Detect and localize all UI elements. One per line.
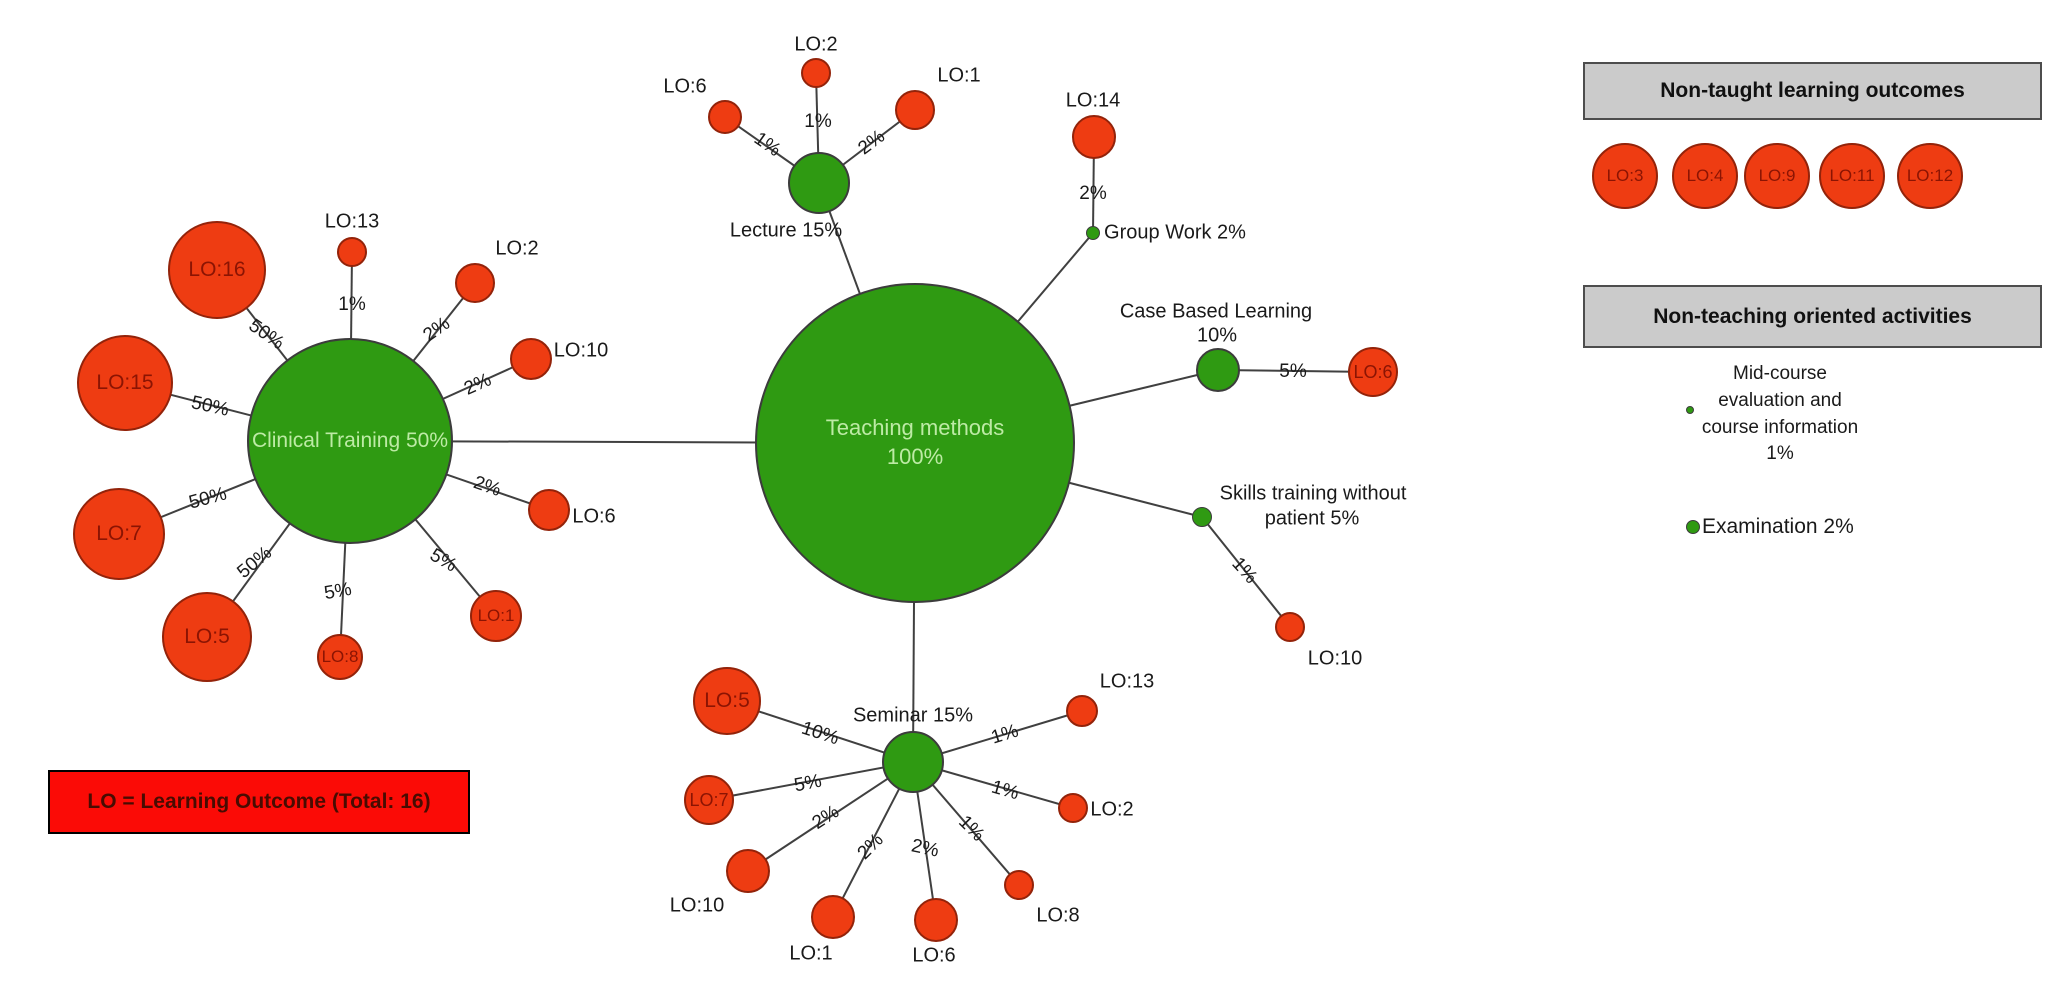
seminar-lo7-node: LO:7 bbox=[684, 775, 734, 825]
seminar-lo7-label: LO:7 bbox=[689, 789, 729, 810]
seminar-lo5-label: LO:5 bbox=[704, 688, 750, 712]
clinical-lo15-node: LO:15 bbox=[77, 335, 173, 431]
non-teaching-title-box: Non-teaching oriented activities bbox=[1583, 285, 2042, 348]
clinical-lo7-label: LO:7 bbox=[96, 521, 142, 545]
clinical-lo13-node bbox=[337, 237, 367, 267]
skills-training-label-line2: patient 5% bbox=[1264, 507, 1360, 530]
group-work-lo14-label: LO:14 bbox=[1065, 89, 1121, 112]
non-taught-lo9-label: LO:9 bbox=[1758, 166, 1796, 186]
connector bbox=[1217, 369, 1374, 373]
seminar-lo6-node bbox=[914, 898, 958, 942]
seminar-node bbox=[882, 731, 944, 793]
case-based-learning-label-line1: Case Based Learning bbox=[1119, 300, 1313, 323]
non-taught-lo9-node: LO:9 bbox=[1744, 143, 1810, 209]
group-work-lo14-pct: 2% bbox=[1079, 183, 1107, 204]
mid-course-label-line1: Mid-course bbox=[1733, 363, 1827, 384]
group-work-lo14-node bbox=[1072, 115, 1116, 159]
clinical-training-label: Clinical Training 50% bbox=[251, 429, 449, 453]
mid-course-node bbox=[1686, 406, 1694, 414]
clinical-lo2-node bbox=[455, 263, 495, 303]
clinical-lo15-label: LO:15 bbox=[96, 370, 154, 394]
non-teaching-title: Non-teaching oriented activities bbox=[1653, 304, 1972, 328]
legend-label: LO = Learning Outcome (Total: 16) bbox=[87, 790, 431, 813]
lecture-lo1-label: LO:1 bbox=[937, 64, 981, 87]
connector bbox=[708, 761, 914, 801]
non-taught-lo12-node: LO:12 bbox=[1897, 143, 1963, 209]
clinical-lo5-label: LO:5 bbox=[184, 624, 230, 648]
clinical-lo6-node bbox=[528, 489, 570, 531]
clinical-lo8-node: LO:8 bbox=[317, 634, 363, 680]
mid-course-label-pct: 1% bbox=[1766, 443, 1794, 464]
non-taught-lo12-label: LO:12 bbox=[1906, 166, 1954, 186]
clinical-lo16-node: LO:16 bbox=[168, 221, 266, 319]
lecture-lo6-label: LO:6 bbox=[663, 75, 707, 98]
lecture-lo1-node bbox=[895, 90, 935, 130]
non-taught-lo3-node: LO:3 bbox=[1592, 143, 1658, 209]
clinical-training-node: Clinical Training 50% bbox=[247, 338, 453, 544]
teaching-methods-node: Teaching methods 100% bbox=[755, 283, 1075, 603]
seminar-lo1-label: LO:1 bbox=[789, 942, 833, 965]
seminar-lo10-label: LO:10 bbox=[669, 894, 725, 917]
seminar-lo6-label: LO:6 bbox=[912, 944, 956, 967]
lecture-lo6-node bbox=[708, 100, 742, 134]
clinical-lo8-pct: 5% bbox=[322, 578, 354, 605]
teaching-methods-label-line2: 100% bbox=[886, 444, 944, 469]
non-taught-title: Non-taught learning outcomes bbox=[1660, 79, 1965, 102]
seminar-lo8-label: LO:8 bbox=[1036, 904, 1080, 927]
clinical-lo10-node bbox=[510, 338, 552, 380]
seminar-lo8-node bbox=[1004, 870, 1034, 900]
connector bbox=[1201, 516, 1291, 628]
group-work-label: Group Work 2% bbox=[1104, 221, 1246, 244]
skills-lo10-node bbox=[1275, 612, 1305, 642]
seminar-label: Seminar 15% bbox=[852, 704, 974, 727]
clinical-lo1-label: LO:1 bbox=[477, 606, 515, 626]
clinical-lo16-label: LO:16 bbox=[188, 257, 246, 281]
examination-node bbox=[1686, 520, 1700, 534]
non-taught-lo11-label: LO:11 bbox=[1829, 166, 1875, 186]
group-work-node bbox=[1086, 226, 1100, 240]
non-taught-lo11-node: LO:11 bbox=[1819, 143, 1885, 209]
clinical-lo7-node: LO:7 bbox=[73, 488, 165, 580]
clinical-lo8-label: LO:8 bbox=[321, 647, 359, 667]
case-based-lo6-node: LO:6 bbox=[1348, 347, 1398, 397]
legend-box: LO = Learning Outcome (Total: 16) bbox=[48, 770, 470, 834]
skills-training-node bbox=[1192, 507, 1212, 527]
non-taught-title-box: Non-taught learning outcomes bbox=[1583, 62, 2042, 120]
seminar-lo13-node bbox=[1066, 695, 1098, 727]
connector bbox=[747, 761, 914, 872]
seminar-lo10-node bbox=[726, 849, 770, 893]
non-taught-lo4-label: LO:4 bbox=[1686, 166, 1724, 186]
clinical-lo6-label: LO:6 bbox=[572, 505, 616, 528]
lecture-node bbox=[788, 152, 850, 214]
clinical-lo13-label: LO:13 bbox=[324, 210, 380, 233]
seminar-lo5-node: LO:5 bbox=[693, 667, 761, 735]
clinical-lo1-node: LO:1 bbox=[470, 590, 522, 642]
seminar-lo2-label: LO:2 bbox=[1090, 798, 1134, 821]
seminar-lo13-label: LO:13 bbox=[1099, 670, 1155, 693]
mid-course-label-line3: course information bbox=[1701, 417, 1859, 438]
teaching-methods-label: Teaching methods 100% bbox=[826, 414, 1005, 471]
seminar-lo1-node bbox=[811, 895, 855, 939]
non-taught-lo3-label: LO:3 bbox=[1606, 166, 1644, 186]
skills-training-label-line1: Skills training without bbox=[1219, 482, 1407, 505]
clinical-lo5-node: LO:5 bbox=[162, 592, 252, 682]
lecture-lo2-node bbox=[801, 58, 831, 88]
case-based-learning-node bbox=[1196, 348, 1240, 392]
lecture-label: Lecture 15% bbox=[729, 219, 843, 242]
examination-label: Examination 2% bbox=[1702, 515, 1854, 538]
seminar-lo2-node bbox=[1058, 793, 1088, 823]
case-based-learning-label-line2: 10% bbox=[1196, 324, 1238, 347]
mid-course-label-line2: evaluation and bbox=[1718, 390, 1842, 411]
lecture-lo2-label: LO:2 bbox=[794, 33, 838, 56]
clinical-lo10-label: LO:10 bbox=[553, 339, 609, 362]
case-based-lo6-label: LO:6 bbox=[1353, 361, 1393, 382]
non-taught-lo4-node: LO:4 bbox=[1672, 143, 1738, 209]
clinical-lo13-pct: 1% bbox=[338, 294, 366, 315]
lecture-lo2-pct: 1% bbox=[804, 111, 832, 132]
case-based-lo6-pct: 5% bbox=[1279, 361, 1307, 382]
skills-lo10-label: LO:10 bbox=[1307, 647, 1363, 670]
teaching-methods-label-line1: Teaching methods bbox=[825, 415, 1005, 441]
clinical-lo2-label: LO:2 bbox=[495, 237, 539, 260]
